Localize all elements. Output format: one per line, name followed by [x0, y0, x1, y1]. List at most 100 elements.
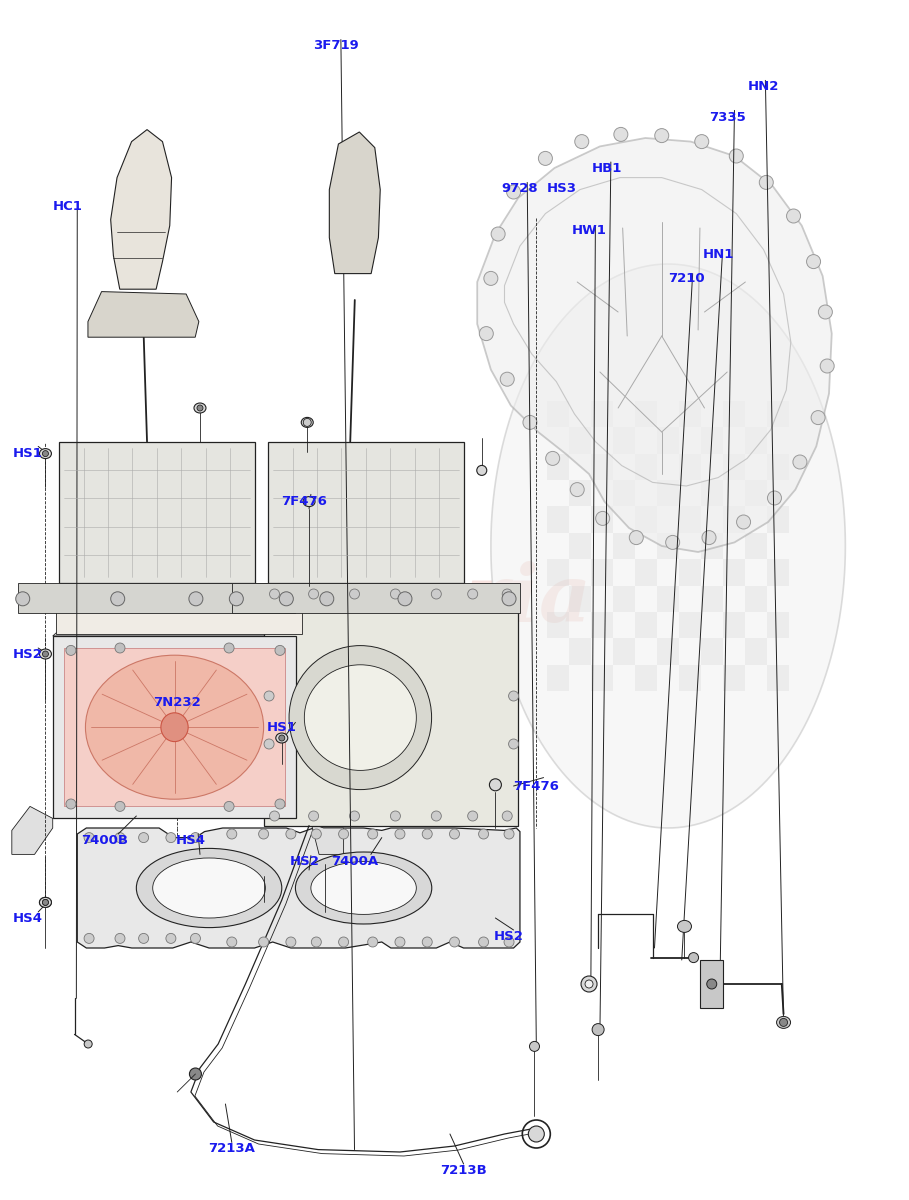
- Ellipse shape: [15, 592, 30, 606]
- Ellipse shape: [449, 829, 460, 839]
- Ellipse shape: [275, 646, 285, 655]
- Ellipse shape: [820, 359, 834, 373]
- Ellipse shape: [422, 829, 433, 839]
- Bar: [679, 665, 701, 691]
- Ellipse shape: [115, 802, 125, 811]
- Bar: [613, 586, 635, 612]
- Ellipse shape: [43, 900, 48, 905]
- Ellipse shape: [528, 1126, 544, 1142]
- Bar: [591, 665, 613, 691]
- Ellipse shape: [264, 691, 275, 701]
- Bar: [591, 506, 613, 533]
- Bar: [724, 559, 745, 586]
- Text: 7210: 7210: [668, 272, 704, 284]
- Text: HN1: HN1: [703, 248, 734, 260]
- Bar: [767, 665, 789, 691]
- Bar: [613, 480, 635, 506]
- Ellipse shape: [431, 811, 442, 821]
- Ellipse shape: [478, 829, 489, 839]
- Text: HS2: HS2: [13, 648, 42, 660]
- Bar: [569, 533, 591, 559]
- Polygon shape: [88, 292, 199, 337]
- Bar: [745, 427, 767, 454]
- Ellipse shape: [65, 646, 76, 655]
- Bar: [657, 638, 679, 665]
- Polygon shape: [111, 130, 172, 289]
- Ellipse shape: [780, 1019, 787, 1026]
- Bar: [767, 401, 789, 427]
- Ellipse shape: [702, 530, 716, 545]
- Ellipse shape: [289, 646, 432, 790]
- Bar: [701, 480, 724, 506]
- Ellipse shape: [308, 589, 319, 599]
- Text: 7213A: 7213A: [208, 1142, 255, 1154]
- Bar: [547, 506, 569, 533]
- Ellipse shape: [574, 134, 589, 149]
- Bar: [53, 636, 296, 818]
- Polygon shape: [477, 138, 832, 552]
- Ellipse shape: [39, 898, 52, 907]
- Ellipse shape: [508, 739, 519, 749]
- Ellipse shape: [811, 410, 825, 425]
- Ellipse shape: [502, 811, 513, 821]
- Bar: [569, 427, 591, 454]
- Ellipse shape: [367, 937, 378, 947]
- Ellipse shape: [311, 829, 322, 839]
- Bar: [569, 586, 591, 612]
- Polygon shape: [329, 132, 380, 274]
- Polygon shape: [18, 583, 295, 613]
- Bar: [569, 480, 591, 506]
- Bar: [547, 559, 569, 586]
- Ellipse shape: [305, 665, 416, 770]
- Bar: [724, 612, 745, 638]
- Ellipse shape: [279, 734, 285, 740]
- Text: 7335: 7335: [709, 112, 745, 124]
- Ellipse shape: [523, 415, 537, 430]
- Ellipse shape: [189, 592, 203, 606]
- Text: HS4: HS4: [12, 912, 43, 924]
- Bar: [767, 612, 789, 638]
- Ellipse shape: [786, 209, 801, 223]
- Bar: [635, 454, 657, 480]
- Bar: [679, 454, 701, 480]
- Bar: [264, 586, 518, 826]
- Ellipse shape: [194, 403, 206, 413]
- Ellipse shape: [793, 455, 807, 469]
- Ellipse shape: [320, 592, 334, 606]
- Ellipse shape: [258, 937, 269, 947]
- Polygon shape: [700, 960, 723, 1008]
- Ellipse shape: [338, 829, 349, 839]
- Ellipse shape: [338, 937, 349, 947]
- Ellipse shape: [295, 852, 432, 924]
- Ellipse shape: [84, 934, 95, 943]
- Text: HS1: HS1: [267, 721, 296, 733]
- Ellipse shape: [349, 811, 360, 821]
- Ellipse shape: [275, 733, 288, 743]
- Text: HS2: HS2: [290, 856, 319, 868]
- Ellipse shape: [279, 592, 294, 606]
- Ellipse shape: [269, 589, 280, 599]
- Text: HN2: HN2: [748, 80, 779, 92]
- Bar: [591, 559, 613, 586]
- Ellipse shape: [395, 829, 405, 839]
- Ellipse shape: [504, 829, 514, 839]
- Text: HC1: HC1: [54, 200, 83, 212]
- Ellipse shape: [285, 829, 296, 839]
- Bar: [701, 427, 724, 454]
- Bar: [547, 612, 569, 638]
- Bar: [745, 480, 767, 506]
- Ellipse shape: [545, 451, 560, 466]
- Polygon shape: [296, 818, 344, 854]
- Ellipse shape: [570, 482, 584, 497]
- Ellipse shape: [504, 937, 514, 947]
- Ellipse shape: [467, 589, 478, 599]
- Ellipse shape: [688, 953, 699, 962]
- Ellipse shape: [229, 592, 244, 606]
- Text: HS1: HS1: [13, 448, 42, 460]
- Ellipse shape: [305, 419, 310, 425]
- Polygon shape: [296, 618, 316, 818]
- Text: 9728: 9728: [502, 182, 538, 194]
- Ellipse shape: [706, 979, 717, 989]
- Bar: [745, 533, 767, 559]
- Bar: [679, 612, 701, 638]
